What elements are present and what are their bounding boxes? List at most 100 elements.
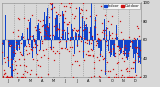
Bar (106, 27, 107, 40)
Bar (54, 36, 55, 40)
Bar (108, 40, 109, 51)
Bar (8, 40, 9, 67)
Bar (7, 36, 8, 40)
Bar (131, 40, 132, 57)
Bar (128, 40, 129, 57)
Bar (118, 40, 119, 47)
Bar (97, 40, 98, 42)
Bar (122, 40, 123, 48)
Bar (30, 18, 31, 40)
Bar (138, 40, 139, 63)
Bar (86, 24, 87, 40)
Bar (73, 37, 74, 40)
Bar (25, 40, 26, 46)
Bar (77, 40, 78, 47)
Bar (58, 37, 59, 40)
Bar (107, 40, 108, 41)
Bar (112, 40, 113, 45)
Bar (125, 40, 126, 51)
Bar (26, 36, 27, 40)
Bar (120, 40, 121, 54)
Bar (57, 15, 58, 40)
Bar (124, 40, 125, 56)
Bar (17, 40, 18, 51)
Bar (93, 40, 94, 50)
Bar (40, 40, 41, 50)
Bar (33, 35, 34, 40)
Bar (74, 40, 75, 54)
Bar (35, 40, 36, 44)
Bar (100, 40, 101, 57)
Bar (49, 23, 50, 40)
Bar (101, 40, 102, 51)
Bar (11, 40, 12, 77)
Bar (85, 27, 86, 40)
Bar (76, 33, 77, 40)
Bar (83, 40, 84, 58)
Bar (116, 25, 117, 40)
Bar (96, 40, 97, 49)
Bar (15, 40, 16, 50)
Bar (14, 40, 15, 57)
Bar (32, 40, 33, 58)
Bar (72, 16, 73, 40)
Bar (29, 22, 30, 40)
Bar (41, 36, 42, 40)
Bar (126, 40, 127, 57)
Bar (135, 40, 136, 73)
Bar (37, 25, 38, 40)
Bar (91, 3, 92, 40)
Bar (114, 40, 115, 57)
Bar (71, 24, 72, 40)
Bar (113, 40, 114, 56)
Bar (13, 40, 14, 60)
Bar (10, 40, 11, 45)
Bar (24, 40, 25, 47)
Bar (110, 40, 111, 57)
Bar (21, 35, 22, 40)
Bar (119, 40, 120, 49)
Bar (121, 40, 122, 53)
Bar (9, 40, 10, 47)
Bar (139, 36, 140, 40)
Bar (105, 40, 106, 75)
Bar (129, 40, 130, 51)
Bar (99, 40, 100, 48)
Bar (80, 16, 81, 40)
Bar (18, 40, 19, 45)
Bar (65, 32, 66, 40)
Bar (66, 40, 67, 48)
Bar (92, 36, 93, 40)
Bar (103, 38, 104, 40)
Bar (75, 32, 76, 40)
Bar (70, 37, 71, 40)
Bar (44, 12, 45, 40)
Bar (111, 40, 112, 55)
Bar (52, 3, 53, 40)
Bar (5, 15, 6, 40)
Bar (94, 26, 95, 40)
Bar (67, 27, 68, 40)
Bar (23, 40, 24, 44)
Bar (36, 40, 37, 54)
Bar (55, 19, 56, 40)
Bar (98, 40, 99, 48)
Bar (82, 16, 83, 40)
Bar (79, 7, 80, 40)
Bar (133, 40, 134, 58)
Bar (16, 40, 17, 50)
Bar (69, 40, 70, 43)
Bar (136, 40, 137, 53)
Bar (130, 40, 131, 43)
Bar (134, 40, 135, 54)
Legend: Indoor, Outdoor: Indoor, Outdoor (103, 3, 140, 9)
Bar (12, 40, 13, 77)
Bar (27, 29, 28, 40)
Bar (38, 23, 39, 40)
Bar (89, 40, 90, 45)
Bar (63, 15, 64, 40)
Bar (123, 40, 124, 71)
Bar (46, 16, 47, 40)
Bar (19, 40, 20, 50)
Bar (2, 40, 3, 65)
